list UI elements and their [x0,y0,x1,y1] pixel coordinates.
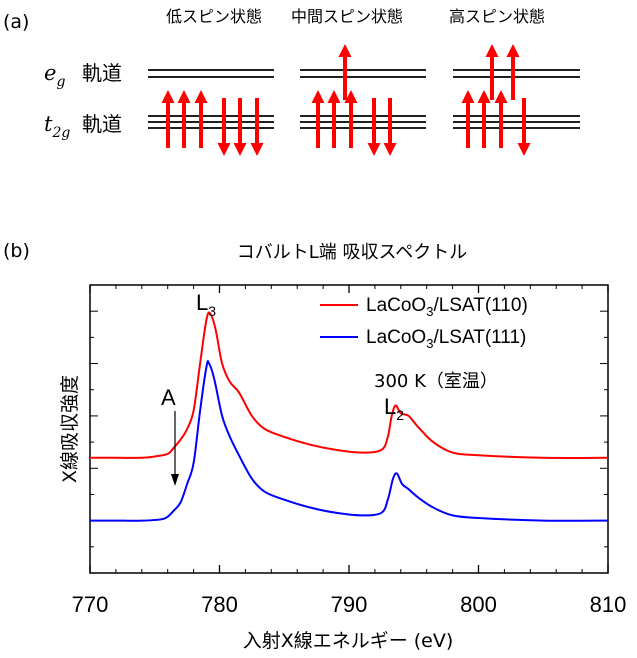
energy-levels [148,69,580,129]
y-axis-label: X線吸収強度 [59,375,81,483]
x-tick-label: 800 [460,592,497,617]
spin-arrows [161,44,531,156]
spin-up-arrow [161,90,175,148]
eg-subscript: g [56,74,65,90]
spin-down-arrow [383,98,397,156]
peak-label-l3: L3 [196,290,216,319]
spin-up-arrow [338,44,352,100]
spin-up-arrow [494,90,508,148]
spin-up-arrow [485,44,499,100]
spin-down-arrow [250,98,264,156]
spin-up-arrow [177,90,191,148]
data-series [90,311,608,522]
spin-down-arrow [517,98,531,156]
t2g-orbital-text: 軌道 [82,112,122,136]
series-line-110 [90,311,608,459]
spin-down-arrow [367,98,381,156]
spin-up-arrow [327,90,341,148]
series-line-111 [90,360,608,522]
svg-text:eg: eg [44,61,65,90]
spin-up-arrow [311,90,325,148]
axis-ticks: 770 780 790 800 810 [72,284,627,617]
spin-down-arrow [233,98,247,156]
panel-b-label: (b) [3,240,30,262]
state-label-low-spin: 低スピン状態 [166,7,262,26]
eg-orbital-label: eg 軌道 [44,61,122,90]
chart-title: コバルトL端 吸収スペクトル [237,242,468,263]
svg-text:t2g: t2g [44,112,70,141]
x-tick-label: 810 [590,592,627,617]
legend: LaCoO3/LSAT(110) LaCoO3/LSAT(111) [320,295,528,351]
x-tick-label: 780 [201,592,238,617]
temperature-label: 300 K（室温） [374,371,498,392]
x-axis-label: 入射X線エネルギー (eV) [243,630,454,652]
state-label-high-spin: 高スピン状態 [449,7,545,26]
state-label-intermediate-spin: 中間スピン状態 [291,7,403,26]
peak-label-a: A [161,385,176,410]
eg-orbital-text: 軌道 [82,61,122,85]
x-tick-label: 770 [72,592,109,617]
spin-up-arrow [461,90,475,148]
spin-up-arrow [344,90,358,148]
feature-a-arrow [171,411,179,486]
spin-down-arrow [217,98,231,156]
t2g-orbital-label: t2g 軌道 [44,112,122,141]
peak-label-l2: L2 [384,394,404,423]
legend-text-111: LaCoO3/LSAT(111) [366,327,526,351]
panel-a: (a) 低スピン状態 中間スピン状態 高スピン状態 eg 軌道 t2g 軌道 [3,7,580,156]
plot-frame [89,284,609,574]
panel-a-label: (a) [3,11,29,33]
t2g-subscript: 2g [51,125,70,141]
spin-up-arrow [477,90,491,148]
legend-text-110: LaCoO3/LSAT(110) [366,295,528,319]
spin-up-arrow [194,90,208,148]
t2g-symbol: t [44,112,53,136]
x-tick-label: 790 [331,592,368,617]
spin-up-arrow [506,44,520,100]
eg-symbol: e [44,61,56,85]
panel-b: (b) コバルトL端 吸収スペクトル 770 780 790 800 810 X線吸収強… [3,240,626,652]
